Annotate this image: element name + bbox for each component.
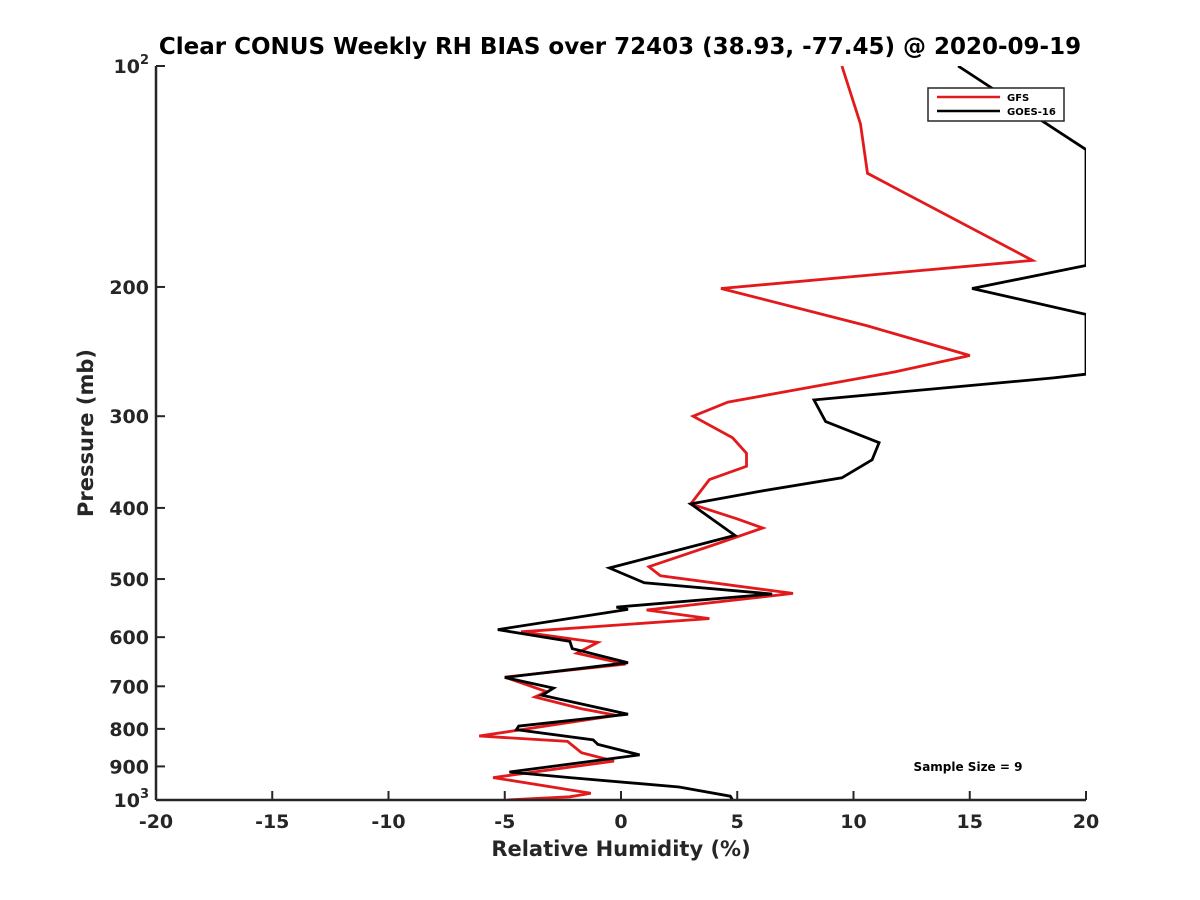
plot-series-layer (478, 66, 1086, 800)
x-axis-label: Relative Humidity (%) (491, 837, 750, 861)
y-tick-label: 600 (109, 627, 149, 649)
legend-label-gfs: GFS (1007, 93, 1029, 104)
y-tick-label: 300 (109, 406, 149, 428)
x-tick-label: -15 (255, 811, 289, 833)
y-tick-label: 400 (109, 498, 149, 520)
x-tick-label: 10 (840, 811, 866, 833)
x-tick-label: -20 (139, 811, 173, 833)
y-tick-label: 800 (109, 719, 149, 741)
legend: GFS GOES-16 (927, 87, 1065, 122)
y-ticks: 102 200 300 400 500 600 700 800 900 103 (109, 53, 165, 812)
y-tick-label: 103 (114, 787, 150, 812)
series-line-gfs (478, 66, 1038, 800)
y-tick-label: 700 (109, 676, 149, 698)
legend-box (927, 87, 1065, 122)
sample-size-annotation: Sample Size = 9 (914, 760, 1023, 774)
series-line-goes16 (497, 66, 1086, 800)
y-tick-label: 102 (114, 53, 150, 78)
y-axis-label: Pressure (mb) (74, 349, 98, 517)
chart-title: Clear CONUS Weekly RH BIAS over 72403 (3… (159, 34, 1081, 60)
x-tick-label: 15 (957, 811, 983, 833)
legend-label-goes16: GOES-16 (1007, 107, 1056, 118)
x-ticks: -20 -15 -10 -5 0 5 10 15 20 (139, 791, 1099, 833)
x-tick-label: -5 (494, 811, 515, 833)
x-tick-label: 0 (614, 811, 627, 833)
x-tick-label: 5 (731, 811, 744, 833)
y-tick-label: 900 (109, 756, 149, 778)
y-tick-label: 500 (109, 569, 149, 591)
y-tick-label: 200 (109, 277, 149, 299)
x-tick-label: -10 (371, 811, 405, 833)
x-tick-label: 20 (1073, 811, 1099, 833)
